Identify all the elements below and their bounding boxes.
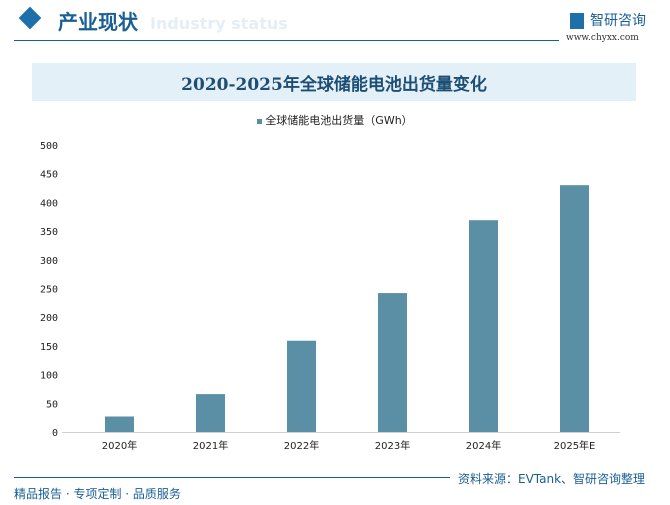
bar-2022年 — [287, 340, 316, 432]
bar-2023年 — [378, 293, 407, 432]
y-tick-label: 250 — [40, 285, 58, 296]
chart-title: 2020-2025年全球储能电池出货量变化 — [181, 74, 487, 95]
y-tick-label: 450 — [40, 170, 58, 181]
bar-2020年 — [105, 416, 134, 432]
logo-icon — [570, 13, 584, 29]
y-tick-label: 50 — [46, 399, 58, 410]
bar-2025年E — [560, 185, 589, 432]
y-tick-label: 100 — [40, 371, 58, 382]
legend-swatch — [257, 118, 263, 124]
slogan: 精品报告 · 专项定制 · 品质服务 — [14, 487, 181, 501]
section-subtitle: Industry status — [150, 14, 288, 33]
y-tick-label: 300 — [40, 256, 58, 267]
website-url: www.chyxx.com — [566, 33, 639, 43]
x-tick-label: 2024年 — [466, 439, 501, 452]
bar-2024年 — [469, 220, 498, 432]
y-tick-label: 150 — [40, 342, 58, 353]
logo: 智研咨询 — [570, 10, 646, 30]
y-tick-label: 500 — [40, 141, 58, 152]
logo-text: 智研咨询 — [590, 13, 646, 29]
source-note: 资料来源：EVTank、智研咨询整理 — [458, 472, 646, 486]
x-tick-label: 2021年 — [193, 439, 228, 452]
y-tick-label: 200 — [40, 313, 58, 324]
divider — [14, 477, 450, 478]
y-tick-label: 350 — [40, 227, 58, 238]
y-tick-label: 400 — [40, 198, 58, 209]
x-tick-label: 2023年 — [375, 439, 410, 452]
section-title: 产业现状 — [58, 10, 138, 34]
x-tick-label: 2020年 — [102, 439, 137, 452]
legend: 全球储能电池出货量（GWh） — [0, 112, 670, 128]
divider — [14, 40, 559, 41]
y-tick-label: 0 — [52, 428, 58, 439]
x-tick-label: 2022年 — [284, 439, 319, 452]
bar-2021年 — [196, 394, 225, 432]
x-tick-label: 2025年E — [554, 439, 596, 452]
legend-label: 全球储能电池出货量（GWh） — [265, 114, 413, 127]
chart-title-box: 2020-2025年全球储能电池出货量变化 — [32, 63, 636, 101]
